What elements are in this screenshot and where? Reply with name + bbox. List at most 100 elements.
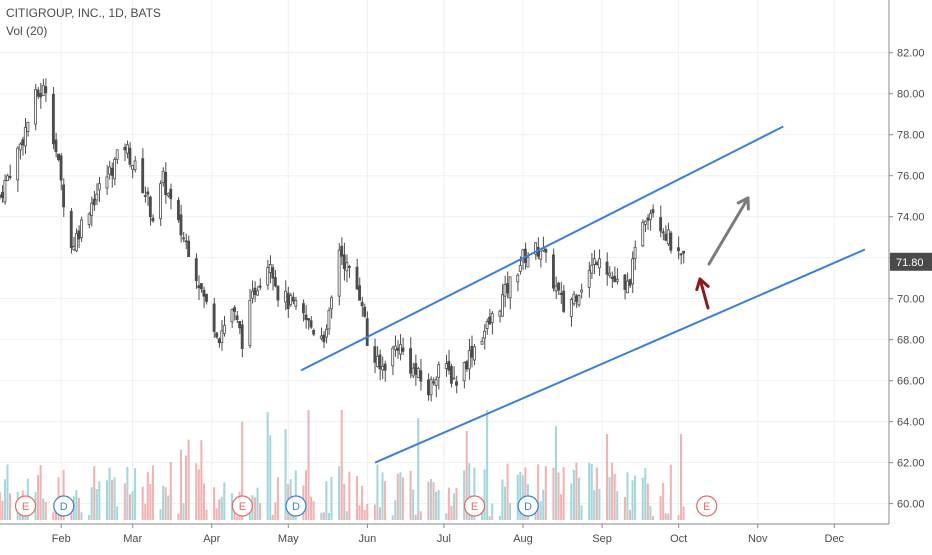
volume-bar: [80, 512, 83, 520]
volume-bar: [322, 512, 325, 520]
candle-body: [623, 274, 627, 290]
candle-body: [659, 217, 663, 232]
candle-body: [74, 233, 78, 252]
candle-body: [554, 285, 558, 292]
candle-body: [26, 121, 30, 132]
earnings-marker[interactable]: E: [231, 495, 253, 517]
candle-body: [21, 139, 25, 146]
candle-body: [679, 253, 683, 256]
volume-bar: [205, 509, 208, 520]
volume-bar: [659, 496, 662, 520]
candle-body: [610, 276, 614, 279]
projection-arrow-head: [736, 196, 750, 211]
candle-body: [87, 213, 91, 225]
candle-body: [69, 211, 73, 248]
volume-bar: [616, 491, 619, 520]
volume-bar: [327, 512, 330, 520]
candle-body: [95, 193, 99, 201]
volume-bar: [552, 467, 555, 520]
volume-bar: [419, 511, 422, 520]
candle-body: [322, 334, 326, 343]
volume-bar: [259, 503, 262, 520]
projection-arrow[interactable]: [707, 196, 750, 266]
candle-body: [552, 254, 555, 289]
chart-legend: CITIGROUP, INC., 1D, BATS Vol (20): [6, 4, 161, 40]
candle-body: [3, 180, 7, 203]
volume-bar: [325, 481, 328, 520]
volume-bar: [128, 494, 131, 520]
candle-body: [248, 299, 252, 346]
volume-bar: [93, 466, 96, 520]
support-arrow-head: [695, 277, 710, 292]
candle-body: [128, 147, 132, 165]
current-price-label: 71.80: [896, 257, 924, 269]
candle-body: [398, 344, 402, 355]
candle-body: [472, 346, 476, 361]
volume-bar: [197, 469, 200, 520]
volume-bar: [1, 500, 4, 520]
earnings-marker[interactable]: E: [696, 495, 718, 517]
volume-bar: [641, 477, 644, 520]
volume-bar: [570, 483, 573, 520]
volume-bar: [562, 466, 565, 520]
candle-body: [250, 290, 254, 299]
event-circle: [696, 495, 718, 517]
y-tick-label: 70.00: [897, 294, 925, 306]
volume-bar: [111, 479, 114, 520]
volume-bar: [141, 486, 144, 520]
support-arrow[interactable]: [695, 277, 710, 310]
dividend-marker[interactable]: D: [53, 495, 75, 517]
volume-bar: [88, 514, 91, 520]
candle-body: [166, 193, 170, 197]
volume-bar: [182, 503, 185, 520]
volume-bar: [355, 475, 359, 520]
candle-body: [271, 267, 275, 279]
candle-body: [59, 155, 63, 181]
dividend-marker[interactable]: D: [285, 495, 307, 517]
candle-body: [176, 199, 180, 221]
candle-body: [396, 347, 400, 351]
symbol-title[interactable]: CITIGROUP, INC., 1D, BATS: [6, 6, 161, 20]
volume-bar: [590, 463, 593, 520]
candle-body: [233, 307, 236, 312]
earnings-marker[interactable]: E: [463, 495, 486, 517]
candle-body: [577, 295, 581, 306]
candle-body: [518, 265, 522, 272]
event-label: D: [60, 501, 68, 513]
candle-body: [161, 170, 165, 183]
candle-body: [62, 184, 66, 208]
x-tick-label: Aug: [513, 533, 533, 545]
volume-bar: [338, 466, 341, 520]
trend-channel-line[interactable]: [374, 248, 866, 464]
candle-body: [526, 256, 530, 268]
dividend-marker[interactable]: D: [517, 495, 539, 517]
volume-bar: [554, 425, 558, 520]
candle-body: [268, 264, 272, 273]
volume-bar: [544, 466, 547, 520]
candle-body: [92, 198, 96, 206]
volume-bar: [195, 463, 198, 520]
trend-channel-line[interactable]: [300, 125, 784, 372]
volume-bar: [220, 496, 223, 520]
volume-bar: [463, 470, 466, 520]
event-label: E: [471, 501, 478, 513]
candle-body: [661, 231, 665, 234]
candle-body: [383, 363, 387, 371]
candle-body: [534, 242, 538, 255]
candle-body: [345, 262, 349, 272]
volume-indicator-label[interactable]: Vol (20): [6, 24, 48, 38]
volume-bar: [52, 511, 55, 520]
event-circle: [231, 495, 253, 517]
volume-bar: [366, 503, 369, 520]
support-arrow-shaft: [698, 277, 710, 310]
volume-bar: [447, 487, 450, 520]
candle-body: [199, 283, 203, 290]
grid-layer: [0, 0, 889, 524]
earnings-marker[interactable]: E: [14, 495, 37, 517]
candle-body: [434, 379, 438, 386]
candle-body: [337, 249, 341, 297]
volume-bar: [595, 467, 598, 520]
volume-bar: [606, 434, 609, 520]
